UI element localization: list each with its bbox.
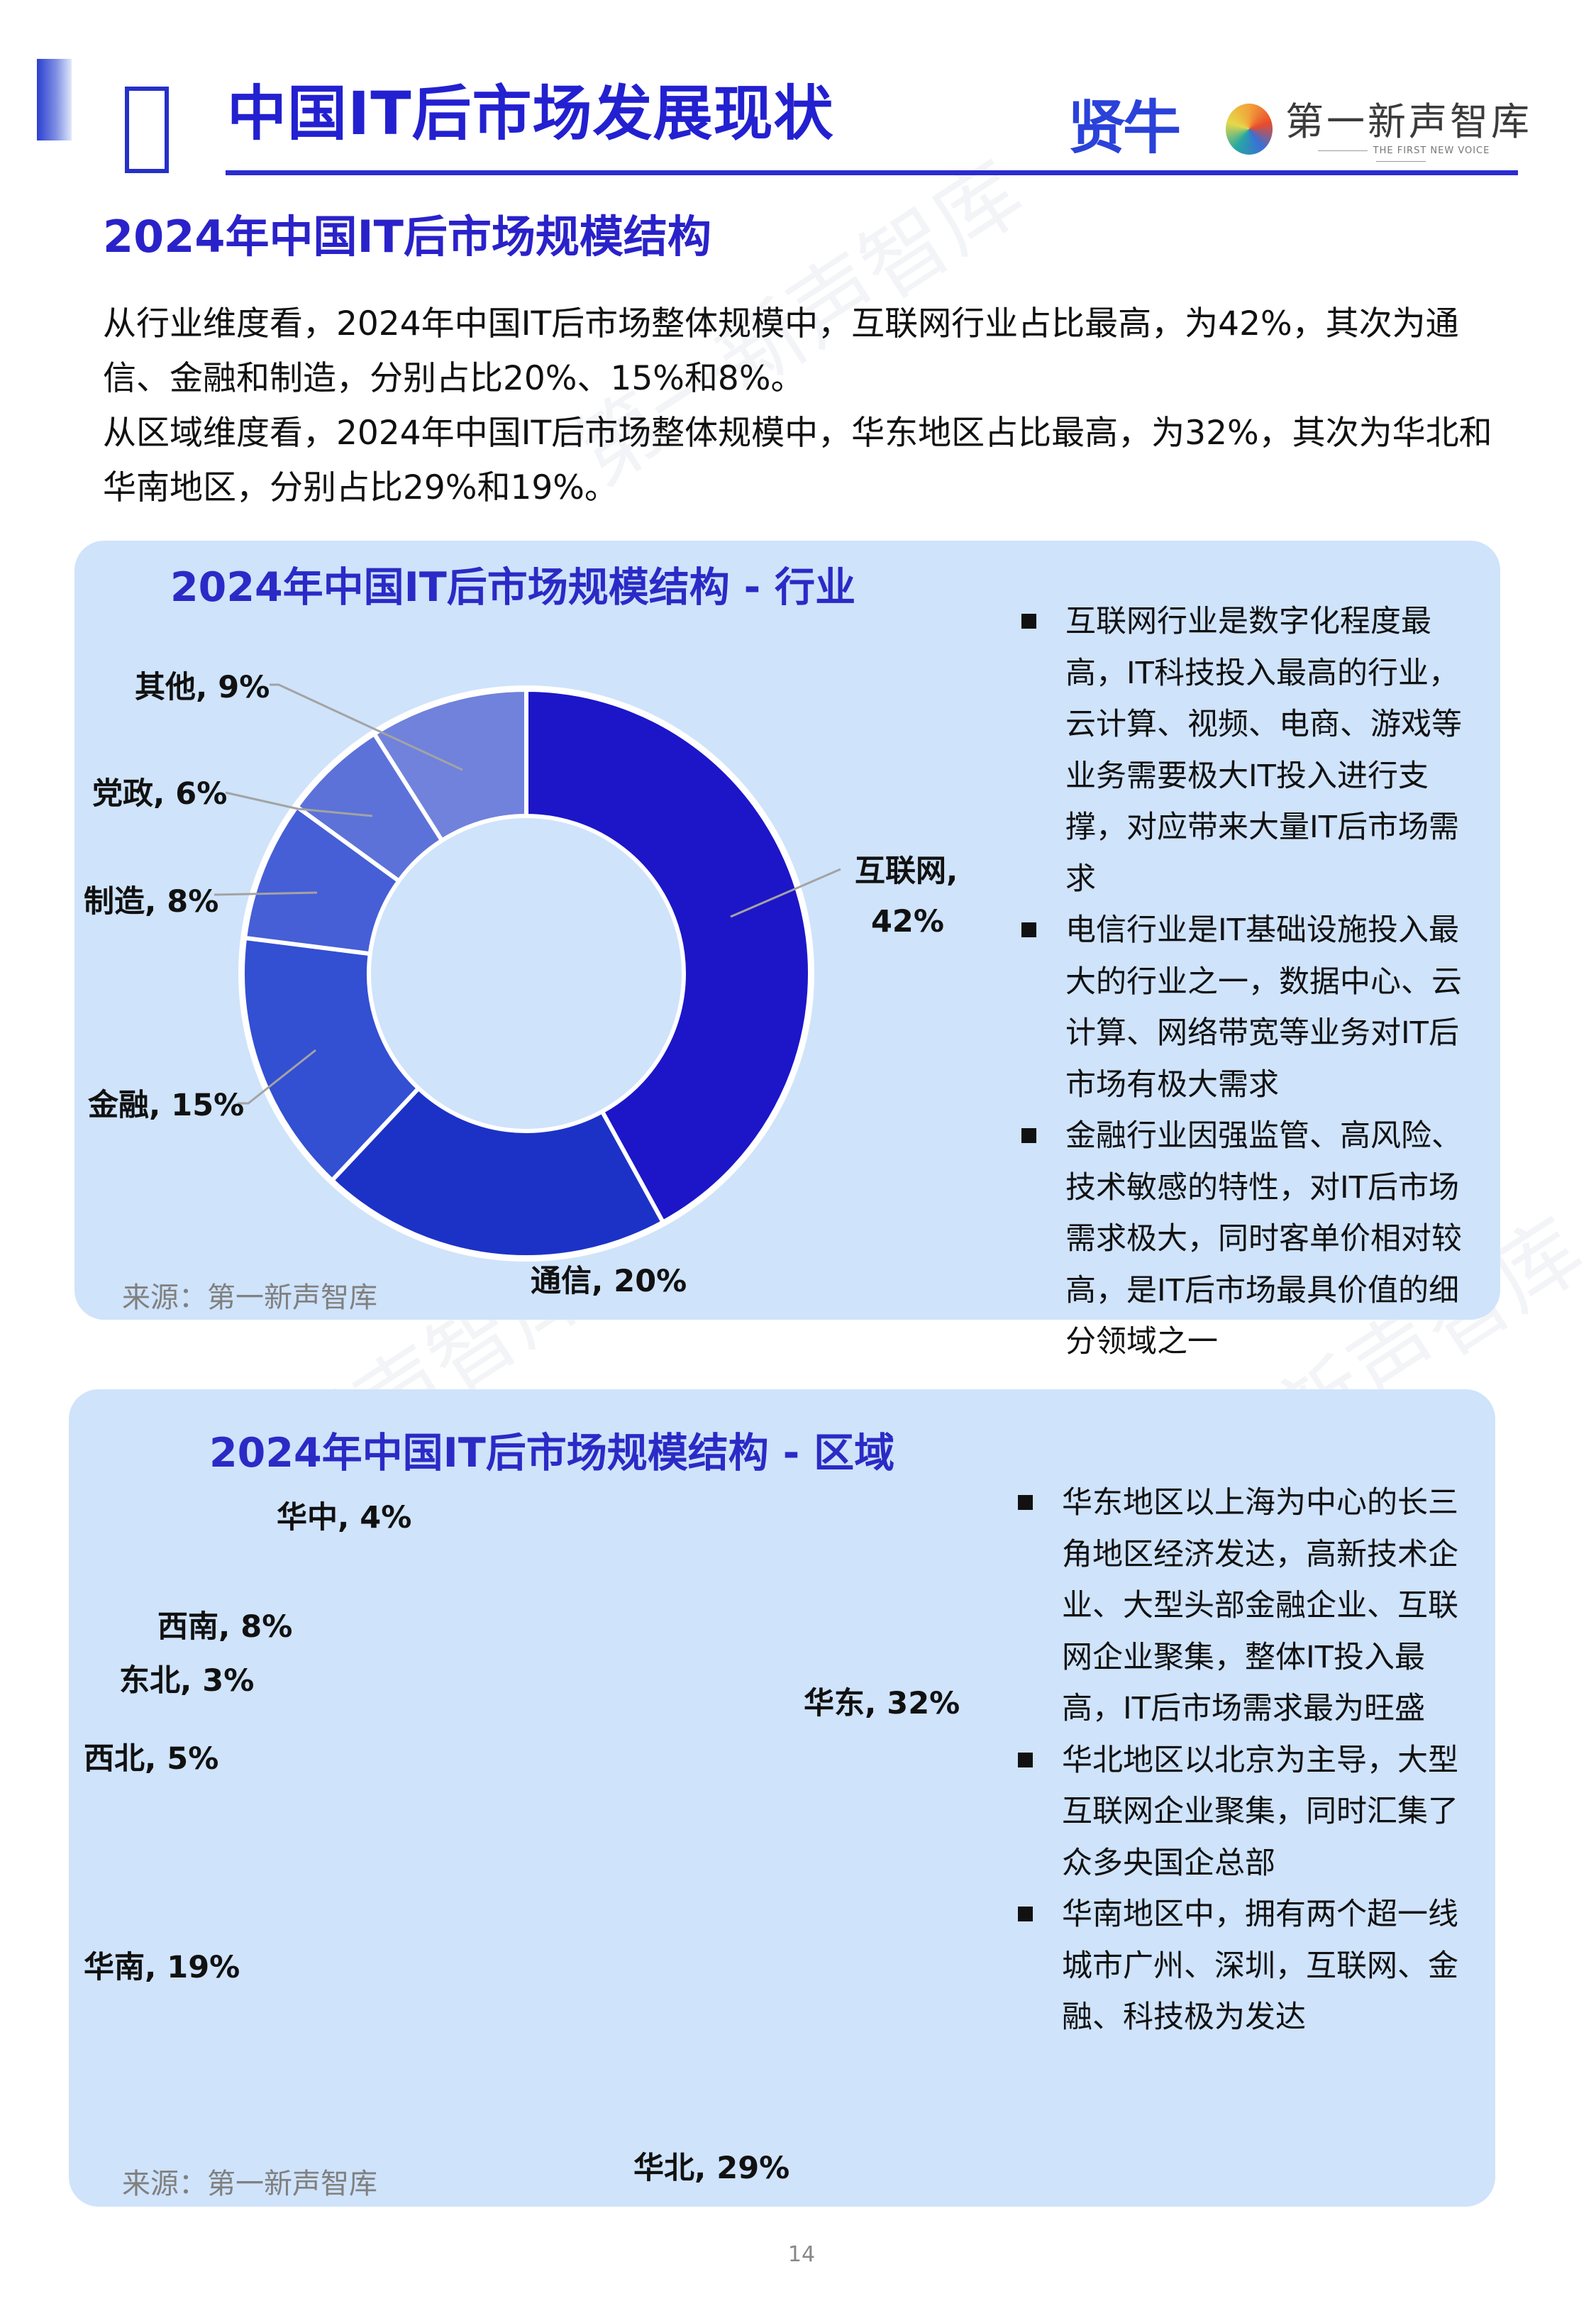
page-title: 中国IT后市场发展现状 [227,79,834,148]
header-decor-outline [125,87,169,173]
paragraph-industry: 从行业维度看，2024年中国IT后市场整体规模中，互联网行业占比最高，为42%，… [103,304,1459,398]
donut-slice-金融 [240,935,421,1183]
paragraph-region: 从区域维度看，2024年中国IT后市场整体规模中，华东地区占比最高，为32%，其… [103,414,1492,507]
industry-leader-lines [214,683,841,1105]
header-divider [226,170,1518,175]
donut-slice-互联网 [524,688,812,1225]
header-decor-gradient [37,59,72,140]
partner-logo-text: 第一新声智库 [1285,99,1532,144]
industry-bullets: 互联网行业是数字化程度最高，IT科技投入最高的行业，云计算、视频、电商、游戏等业… [1021,596,1475,1368]
region-chart-title: 2024年中国IT后市场规模结构 - 区域 [209,1430,895,1477]
label-northeast: 东北, 3% [119,1663,255,1699]
label-northwest: 西北, 5% [84,1741,219,1777]
label-telecom: 通信, 20% [531,1264,687,1299]
region-bullet-east: 华东地区以上海为中心的长三角地区经济发达，高新技术企业、大型头部金融企业、互联网… [1018,1477,1472,1735]
industry-chart-title: 2024年中国IT后市场规模结构 - 行业 [170,564,856,611]
label-internet-pct: 42% [871,904,944,939]
label-central: 华中, 4% [277,1500,412,1535]
bullet-square-icon [1018,1752,1033,1767]
page-number: 14 [787,2242,816,2267]
bullet-square-icon [1018,1495,1033,1510]
label-internet: 互联网, [855,854,958,889]
label-north: 华北, 29% [633,2151,790,2186]
label-finance: 金融, 15% [88,1088,245,1123]
bullet-square-icon [1021,1128,1036,1143]
region-bullet-north: 华北地区以北京为主导，大型互联网企业聚集，同时汇集了众多央国企总部 [1018,1735,1472,1890]
partner-logo-subtitle: THE FIRST NEW VOICE [1284,145,1518,167]
label-southwest: 西南, 8% [157,1609,293,1645]
section-title: 2024年中国IT后市场规模结构 [103,211,711,263]
industry-bullet-telecom: 电信行业是IT基础设施投入最大的行业之一，数据中心、云计算、网络带宽等业务对IT… [1021,905,1475,1110]
bullet-square-icon [1021,614,1036,629]
label-south: 华南, 19% [84,1950,240,1985]
region-chart-card [69,1389,1495,2207]
brand-logo-text: 贤牛 [1068,94,1181,162]
label-other: 其他, 9% [135,670,270,705]
industry-donut-chart [238,685,814,1262]
label-manufacturing: 制造, 8% [84,884,219,920]
partner-logo-icon [1226,104,1273,155]
label-east: 华东, 32% [804,1686,960,1721]
region-bullet-south: 华南地区中，拥有两个超一线城市广州、深圳，互联网、金融、科技极为发达 [1018,1889,1472,2043]
region-bullets: 华东地区以上海为中心的长三角地区经济发达，高新技术企业、大型头部金融企业、互联网… [1018,1477,1472,2043]
industry-bullet-internet: 互联网行业是数字化程度最高，IT科技投入最高的行业，云计算、视频、电商、游戏等业… [1021,596,1475,905]
region-chart-source: 来源：第一新声智库 [122,2168,377,2200]
industry-chart-source: 来源：第一新声智库 [122,1281,377,1314]
bullet-square-icon [1021,922,1036,937]
donut-slice-通信 [330,1086,665,1259]
bullet-square-icon [1018,1907,1033,1921]
label-government: 党政, 6% [92,776,228,812]
industry-bullet-finance: 金融行业因强监管、高风险、技术敏感的特性，对IT后市场需求极大，同时客单价相对较… [1021,1110,1475,1368]
